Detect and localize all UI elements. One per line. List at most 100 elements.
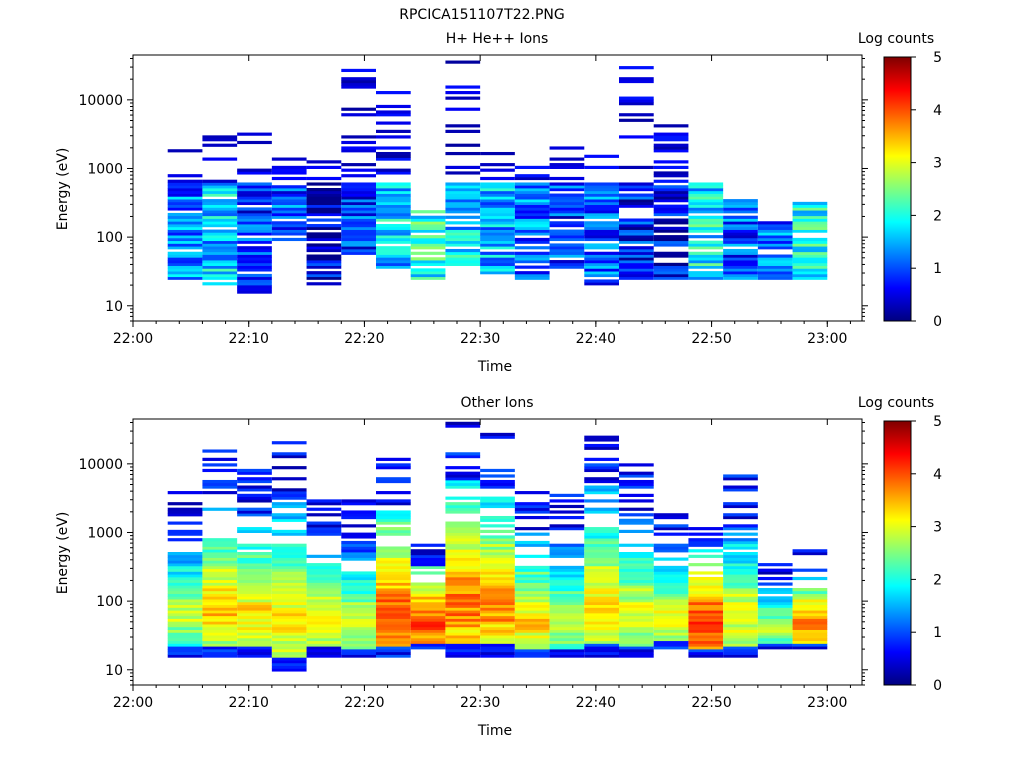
heatmap-cell [410,246,446,250]
heatmap-cell [341,510,376,514]
heatmap-cell [514,588,550,592]
heatmap-cell [237,618,272,622]
heatmap-cell [237,210,272,214]
heatmap-cell [167,182,203,186]
heatmap-cell [271,618,307,622]
heatmap-cell [584,632,619,636]
heatmap-cell [757,265,793,269]
heatmap-cell [202,563,238,567]
heatmap-cell [584,207,619,211]
heatmap-cell [688,210,724,214]
heatmap-cell [653,138,689,142]
heatmap-cell [167,196,203,200]
heatmap-cell [237,615,272,619]
heatmap-cell [341,204,376,208]
heatmap-cell [619,79,654,84]
heatmap-cell [271,226,307,230]
heatmap-cell [653,576,689,581]
heatmap-cell [445,607,481,611]
heatmap-cell [549,215,585,219]
heatmap-cell [341,635,376,639]
heatmap-cell [480,588,515,592]
heatmap-cell [376,599,411,603]
heatmap-cell [341,637,376,642]
heatmap-cell [376,218,411,222]
heatmap-cell [757,615,793,619]
heatmap-cell [410,585,446,589]
heatmap-cell [271,452,307,456]
heatmap-cell [376,607,411,611]
heatmap-cell [619,601,654,606]
heatmap-cell [514,246,550,250]
heatmap-cell [167,593,203,597]
heatmap-cell [445,590,481,594]
heatmap-cell [271,637,307,642]
heatmap-cell [271,188,307,192]
heatmap-cell [688,218,724,222]
heatmap-cell [653,221,689,225]
colorbar [883,56,912,322]
heatmap-cell [237,654,272,658]
heatmap-cell [202,207,238,211]
heatmap-cell [757,629,793,633]
heatmap-cell [410,215,446,219]
heatmap-cell [445,235,481,239]
heatmap-cell [549,552,585,556]
heatmap-cell [341,596,376,600]
heatmap-cell [619,593,654,597]
heatmap-cell [514,265,550,269]
heatmap-cell [306,565,342,570]
heatmap-cell [514,271,550,275]
heatmap-cell [167,221,203,225]
heatmap-cell [410,226,446,230]
heatmap-cell [306,212,342,217]
heatmap-cell [514,201,550,206]
heatmap-cell [757,232,793,236]
heatmap-cell [167,576,203,581]
heatmap-cell [237,284,272,289]
heatmap-cell [202,582,238,586]
heatmap-cell [341,224,376,228]
heatmap-cell [306,596,342,600]
heatmap-cell [584,457,619,461]
heatmap-cell [167,235,203,239]
heatmap-cell [410,629,446,633]
heatmap-cell [584,201,619,206]
heatmap-cell [341,557,376,561]
heatmap-cell [688,582,724,586]
heatmap-cell [445,240,481,244]
heatmap-cell [237,287,272,291]
heatmap-cell [584,226,619,230]
heatmap-cell [237,626,272,630]
heatmap-cell [167,560,203,564]
heatmap-cell [202,593,238,597]
heatmap-cell [237,479,272,484]
heatmap-cell [514,637,550,642]
heatmap-cell [757,590,793,594]
heatmap-cell [480,496,515,500]
heatmap-cell [445,524,481,528]
heatmap-cell [271,199,307,203]
heatmap-cell [723,226,758,230]
heatmap-cell [723,271,758,275]
heatmap-cell [584,593,619,597]
heatmap-cell [549,265,585,269]
heatmap-cell [376,215,411,219]
heatmap-cell [237,557,272,561]
heatmap-cell [723,485,758,489]
heatmap-cell [688,604,724,608]
heatmap-cell [549,199,585,203]
heatmap-cell [688,626,724,630]
heatmap-cell [549,176,585,181]
heatmap-cell [306,635,342,639]
heatmap-cell [445,532,481,536]
heatmap-cell [341,552,376,556]
colorbar-label: Log counts [858,395,934,411]
heatmap-cell [237,246,272,250]
heatmap-cell [619,77,654,81]
heatmap-cell [202,601,238,606]
heatmap-cell [584,532,619,536]
heatmap-cell [341,585,376,589]
heatmap-cell [653,207,689,211]
heatmap-cell [792,635,828,639]
